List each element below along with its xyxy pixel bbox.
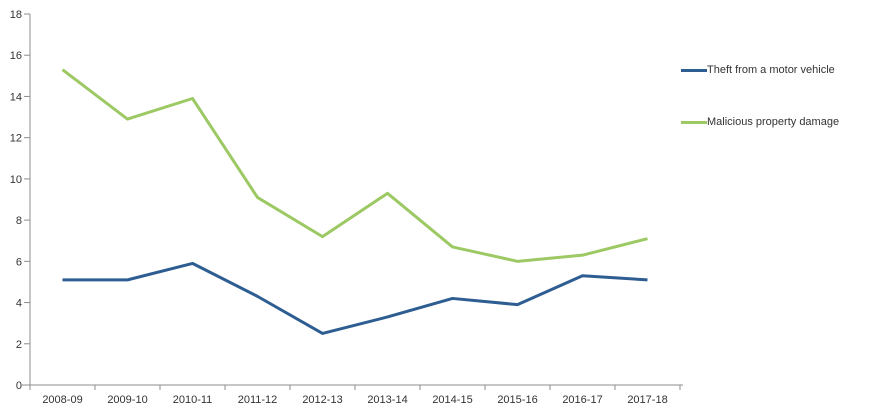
x-tick-label: 2011-12 [238,394,278,406]
legend-item-theft: Theft from a motor vehicle [681,64,839,76]
theft-series-swatch [681,68,707,72]
y-tick-label: 14 [10,91,22,103]
x-tick-label: 2016-17 [562,394,602,406]
series-line-1 [61,68,648,263]
x-tick-label: 2013-14 [367,394,407,406]
legend-item-malicious: Malicious property damage [681,116,839,128]
y-tick-label: 10 [10,174,22,186]
x-tick-label: 2010-11 [173,394,213,406]
y-tick-label: 0 [16,380,22,392]
legend-label-theft: Theft from a motor vehicle [707,64,835,76]
x-tick-label: 2014-15 [432,394,472,406]
legend: Theft from a motor vehicle Malicious pro… [681,64,839,128]
y-tick-label: 2 [16,339,22,351]
x-tick-label: 2012-13 [302,394,342,406]
legend-label-malicious: Malicious property damage [707,116,840,128]
malicious-series-swatch [681,120,707,124]
x-tick-label: 2017-18 [627,394,667,406]
y-tick-label: 6 [16,256,22,268]
series-line-0 [62,261,648,335]
y-tick-label: 18 [10,9,22,21]
x-tick-label: 2015-16 [497,394,537,406]
y-tick-label: 12 [10,133,22,145]
x-tick-label: 2009-10 [107,394,147,406]
y-tick-label: 4 [16,298,22,310]
y-tick-label: 8 [16,215,22,227]
x-tick-label: 2008-09 [42,394,82,406]
y-tick-label: 16 [10,50,22,62]
